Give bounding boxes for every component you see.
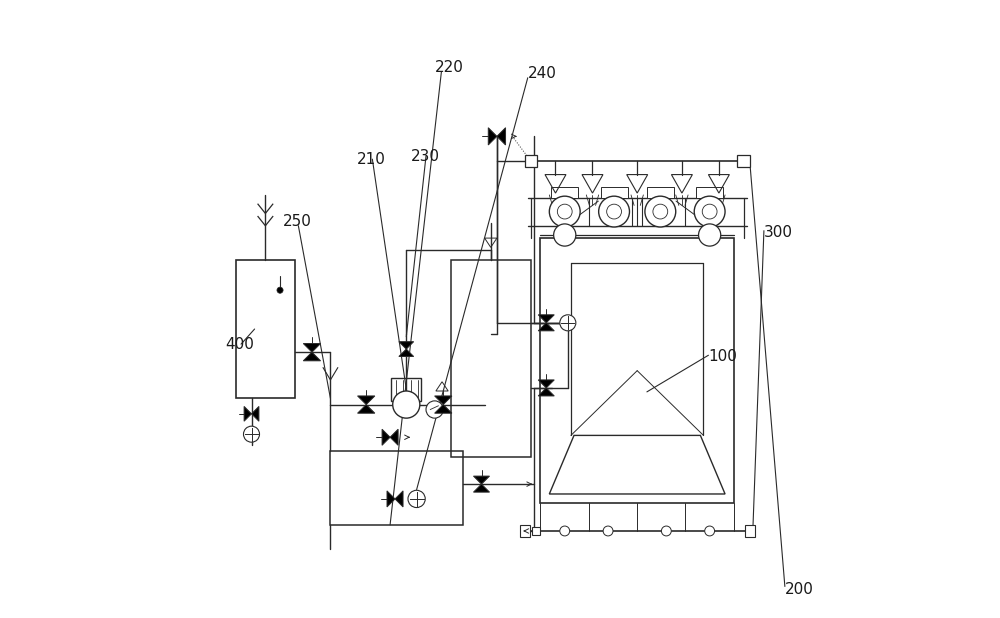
Circle shape [699,224,721,246]
Bar [737,156,750,167]
Bar [532,527,540,535]
Circle shape [549,196,580,227]
Circle shape [607,204,621,219]
Polygon shape [538,380,554,388]
Polygon shape [358,405,375,413]
Polygon shape [358,396,375,405]
Polygon shape [395,491,403,507]
Circle shape [557,204,572,219]
Polygon shape [399,342,414,349]
Bar [525,156,537,167]
Polygon shape [488,128,497,145]
Polygon shape [435,396,452,405]
Polygon shape [382,430,390,446]
Circle shape [694,196,725,227]
Circle shape [393,391,420,418]
Bar [551,187,578,198]
Circle shape [645,196,676,227]
Polygon shape [303,344,321,352]
Bar [451,260,531,457]
Circle shape [653,204,668,219]
Circle shape [599,196,629,227]
Polygon shape [497,128,506,145]
Circle shape [705,526,715,536]
Polygon shape [390,430,398,446]
Text: 240: 240 [528,66,557,81]
Text: 230: 230 [411,149,440,164]
Circle shape [426,401,443,418]
Text: 220: 220 [435,59,464,75]
Circle shape [408,490,425,507]
Polygon shape [435,405,452,413]
Bar [696,187,723,198]
Polygon shape [244,407,252,421]
Polygon shape [303,352,321,361]
Text: 210: 210 [357,152,386,167]
Polygon shape [538,323,554,331]
Bar [520,525,530,536]
Bar [330,451,463,525]
Polygon shape [387,491,395,507]
Polygon shape [538,315,554,323]
Circle shape [702,204,717,219]
Polygon shape [473,484,490,492]
Circle shape [243,426,260,442]
Circle shape [603,526,613,536]
Text: 200: 200 [785,582,814,597]
Bar [647,187,674,198]
Bar [540,238,734,503]
Text: 100: 100 [708,349,737,365]
Polygon shape [252,407,259,421]
Text: 400: 400 [226,337,254,352]
Text: 250: 250 [283,214,312,229]
Circle shape [560,315,576,331]
Bar [391,378,421,402]
Text: 300: 300 [764,225,793,240]
Bar [745,525,755,536]
Circle shape [661,526,671,536]
Bar [236,260,295,399]
Circle shape [554,224,576,246]
Polygon shape [473,476,490,484]
Polygon shape [538,388,554,396]
Circle shape [277,287,283,294]
Circle shape [560,526,570,536]
Polygon shape [399,349,414,357]
Bar [601,187,628,198]
